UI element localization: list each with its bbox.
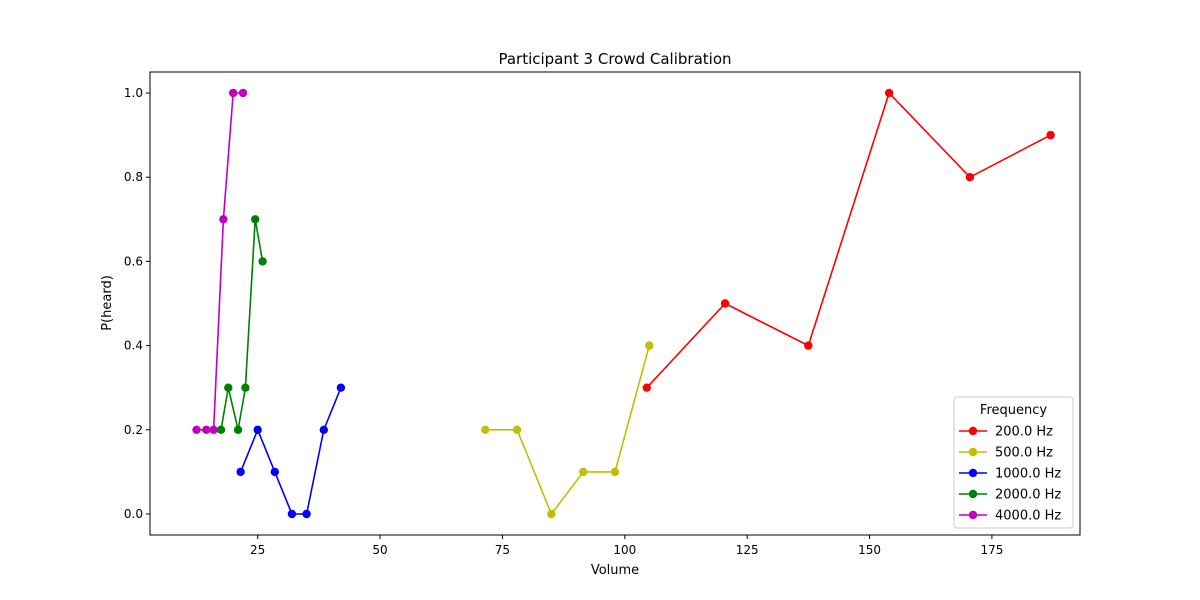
data-point bbox=[258, 257, 267, 266]
data-point bbox=[547, 509, 556, 519]
legend-title: Frequency bbox=[980, 403, 1047, 418]
data-point bbox=[219, 215, 228, 224]
data-point bbox=[481, 425, 490, 434]
y-tick-label: 0.6 bbox=[124, 254, 143, 268]
y-tick-label: 0.2 bbox=[124, 423, 143, 437]
y-tick-label: 0.0 bbox=[124, 507, 143, 521]
data-point bbox=[236, 467, 245, 477]
chart-title: Participant 3 Crowd Calibration bbox=[498, 50, 731, 68]
data-point bbox=[251, 215, 260, 224]
x-tick-label: 150 bbox=[858, 543, 881, 557]
data-point bbox=[270, 467, 279, 477]
legend-box bbox=[953, 396, 1074, 529]
data-point bbox=[512, 425, 522, 434]
legend: Frequency 200.0 Hz 500.0 Hz 1000.0 Hz 2000.0… bbox=[953, 396, 1074, 529]
x-tick-label: 100 bbox=[613, 543, 636, 557]
y-tick-label: 0.4 bbox=[124, 339, 143, 353]
series-line-2 bbox=[239, 387, 342, 515]
data-point bbox=[238, 88, 248, 98]
x-tick-label: 25 bbox=[250, 543, 265, 557]
data-point bbox=[319, 425, 328, 434]
y-tick-label: 0.8 bbox=[124, 170, 143, 184]
legend-marker bbox=[968, 468, 978, 478]
data-point bbox=[287, 509, 297, 519]
data-point bbox=[884, 88, 894, 98]
data-point bbox=[241, 383, 250, 392]
data-point bbox=[336, 383, 346, 392]
data-point bbox=[302, 509, 311, 519]
legend-marker bbox=[968, 426, 978, 436]
x-axis-label: Volume bbox=[591, 563, 639, 578]
x-tick-label: 175 bbox=[980, 543, 1003, 557]
data-point bbox=[253, 425, 262, 434]
x-tick-label: 50 bbox=[372, 543, 387, 557]
data-point bbox=[229, 88, 238, 98]
x-tick-label: 75 bbox=[495, 543, 510, 557]
legend-marker bbox=[968, 447, 978, 457]
legend-entry-label: 500.0 Hz bbox=[995, 446, 1053, 461]
series-line-3 bbox=[220, 219, 264, 430]
data-point bbox=[1046, 130, 1055, 140]
series-line-1 bbox=[485, 345, 651, 516]
data-point bbox=[645, 341, 654, 350]
y-axis-label: P(heard) bbox=[100, 275, 115, 331]
data-point bbox=[720, 299, 730, 308]
legend-marker bbox=[968, 489, 978, 499]
legend-entry-label: 4000.0 Hz bbox=[995, 509, 1061, 524]
data-point bbox=[610, 467, 620, 477]
data-point bbox=[224, 383, 233, 392]
legend-entry-label: 2000.0 Hz bbox=[995, 488, 1061, 503]
data-point bbox=[209, 425, 218, 434]
plot-area bbox=[192, 88, 1055, 519]
data-point bbox=[192, 425, 201, 434]
legend-entry-label: 1000.0 Hz bbox=[995, 467, 1061, 482]
legend-marker bbox=[968, 510, 978, 520]
legend-entry-label: 200.0 Hz bbox=[995, 425, 1053, 440]
data-point bbox=[233, 425, 243, 434]
data-point bbox=[216, 425, 226, 434]
axes: 25 50 75 100 125 150 175 0.0 0.2 0.4 0.6 0.8 1.0 bbox=[124, 71, 1081, 557]
data-point bbox=[642, 383, 651, 392]
data-point bbox=[965, 173, 975, 182]
data-point bbox=[804, 341, 813, 350]
y-tick-label: 1.0 bbox=[124, 86, 143, 100]
series-line-0 bbox=[646, 91, 1051, 389]
x-tick-label: 125 bbox=[736, 543, 759, 557]
data-point bbox=[579, 467, 588, 477]
plot-frame bbox=[149, 71, 1081, 536]
data-point bbox=[202, 425, 211, 434]
series-line-4 bbox=[196, 92, 243, 431]
